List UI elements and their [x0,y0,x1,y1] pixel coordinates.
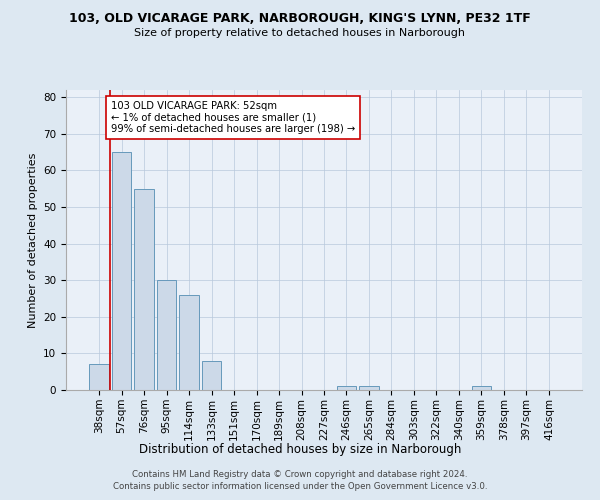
Bar [134,189,154,390]
Bar [202,360,221,390]
Bar [179,295,199,390]
Bar [359,386,379,390]
Bar [472,386,491,390]
Text: Distribution of detached houses by size in Narborough: Distribution of detached houses by size … [139,442,461,456]
Bar [112,152,131,390]
Y-axis label: Number of detached properties: Number of detached properties [28,152,38,328]
Text: Contains HM Land Registry data © Crown copyright and database right 2024.: Contains HM Land Registry data © Crown c… [132,470,468,479]
Text: 103, OLD VICARAGE PARK, NARBOROUGH, KING'S LYNN, PE32 1TF: 103, OLD VICARAGE PARK, NARBOROUGH, KING… [69,12,531,26]
Text: 103 OLD VICARAGE PARK: 52sqm
← 1% of detached houses are smaller (1)
99% of semi: 103 OLD VICARAGE PARK: 52sqm ← 1% of det… [111,101,355,134]
Text: Contains public sector information licensed under the Open Government Licence v3: Contains public sector information licen… [113,482,487,491]
Text: Size of property relative to detached houses in Narborough: Size of property relative to detached ho… [134,28,466,38]
Bar [89,364,109,390]
Bar [337,386,356,390]
Bar [157,280,176,390]
